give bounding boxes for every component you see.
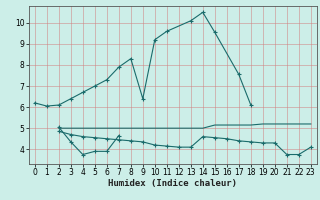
X-axis label: Humidex (Indice chaleur): Humidex (Indice chaleur) bbox=[108, 179, 237, 188]
